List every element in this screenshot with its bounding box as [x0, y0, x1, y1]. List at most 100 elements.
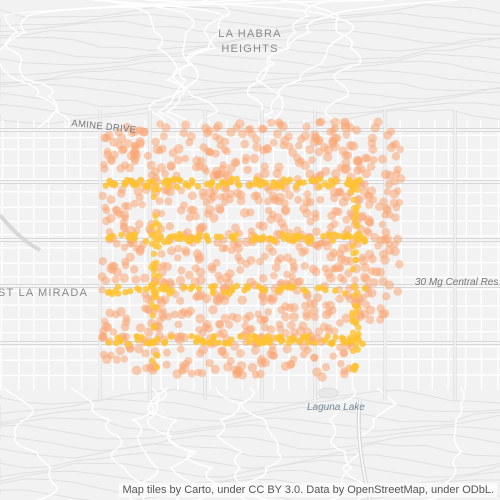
heat-dot-hot	[329, 237, 336, 244]
heat-dot-hot	[132, 231, 139, 238]
heat-dot-hot	[150, 260, 157, 268]
heat-dot-hot	[294, 232, 301, 240]
heat-dot	[135, 219, 144, 229]
heat-dot	[189, 205, 198, 215]
heat-dot	[194, 368, 203, 377]
heat-dot	[321, 363, 331, 372]
heat-dot	[101, 276, 111, 285]
hill-road	[4, 0, 384, 129]
heat-dot	[381, 227, 391, 237]
heat-dot	[337, 359, 345, 368]
hill-road	[147, 387, 220, 500]
heat-dot	[258, 273, 268, 283]
heat-dot-hot	[114, 283, 122, 290]
heat-dot	[314, 147, 324, 157]
heat-dot-hot	[207, 339, 214, 346]
heat-dot	[247, 227, 256, 235]
heat-dot	[278, 121, 288, 132]
street	[0, 177, 500, 180]
heat-dot-hot	[209, 289, 217, 297]
street	[79, 119, 83, 391]
heat-dot-hot	[228, 336, 235, 343]
heat-dot	[363, 154, 372, 163]
heat-dot	[163, 348, 171, 357]
heat-dot	[367, 133, 377, 143]
heat-dot	[112, 239, 121, 248]
heat-dot-hot	[332, 287, 339, 294]
heat-dot	[373, 117, 383, 127]
heat-dot-hot	[205, 237, 212, 244]
heat-dot	[302, 312, 312, 321]
heat-dot	[198, 222, 208, 232]
heat-dot	[393, 287, 403, 296]
heat-dot-hot	[280, 235, 287, 242]
heat-dot	[213, 296, 223, 306]
heat-dot	[316, 195, 325, 204]
heat-dot	[300, 261, 309, 270]
heat-dot-hot	[148, 282, 155, 289]
heat-dot	[245, 311, 255, 321]
heat-dot	[274, 257, 282, 265]
heat-dot-hot	[266, 235, 273, 243]
heat-dot	[112, 355, 121, 364]
heat-dot	[109, 137, 119, 147]
heat-dot-hot	[188, 177, 196, 184]
heat-dot	[330, 117, 340, 128]
heat-dot-hot	[354, 289, 361, 296]
heat-dot	[164, 312, 173, 321]
hill-road	[146, 0, 332, 129]
heat-dot	[216, 206, 225, 214]
street	[0, 204, 500, 209]
contour-line	[0, 20, 500, 35]
heat-dot-hot	[194, 183, 202, 190]
heat-dot	[157, 250, 166, 258]
heat-dot-hot	[278, 335, 285, 343]
heat-dot	[311, 241, 319, 249]
heat-dot	[283, 270, 291, 279]
heat-dot	[283, 253, 292, 263]
heat-dot-hot	[192, 338, 200, 345]
heat-dot	[335, 249, 344, 258]
heat-dot-hot	[105, 339, 112, 346]
heat-dot	[302, 197, 312, 207]
heat-dot-hot	[278, 183, 285, 191]
heat-dot-hot	[290, 337, 297, 344]
heat-dot-hot	[332, 334, 339, 341]
heat-dot	[380, 235, 390, 244]
heat-dot	[366, 162, 376, 171]
heat-dot	[369, 156, 378, 164]
heat-dot-hot	[290, 284, 297, 291]
heat-dot	[305, 169, 315, 179]
contour-line	[0, 406, 500, 424]
heat-dot-hot	[173, 183, 181, 190]
heat-dot	[362, 300, 371, 309]
heat-dot-hot	[304, 339, 311, 346]
heat-dot	[366, 186, 377, 196]
heat-dot	[177, 266, 186, 275]
heat-dot-hot	[228, 175, 235, 183]
heat-dot	[339, 349, 348, 358]
heat-dot	[345, 141, 356, 151]
heat-dot-hot	[350, 196, 357, 203]
heat-dot	[298, 321, 308, 331]
heat-dot-hot	[274, 287, 282, 295]
heat-dot	[220, 145, 229, 154]
heat-dot	[155, 197, 164, 205]
heat-dot	[120, 243, 129, 252]
heat-dot	[231, 223, 240, 233]
heat-dot	[286, 320, 296, 330]
heat-dot	[294, 141, 303, 150]
heat-dot-hot	[269, 183, 277, 190]
heat-dot	[109, 328, 118, 336]
heat-dot	[384, 280, 395, 291]
heat-dot	[346, 123, 355, 132]
heat-dot	[226, 163, 236, 173]
heat-dot-hot	[361, 238, 368, 245]
heat-dot	[186, 306, 195, 316]
heat-dot	[232, 188, 243, 198]
heat-dot	[181, 120, 191, 130]
heat-dot	[103, 147, 112, 156]
heat-dot-hot	[114, 290, 122, 297]
heat-dot	[140, 273, 150, 283]
